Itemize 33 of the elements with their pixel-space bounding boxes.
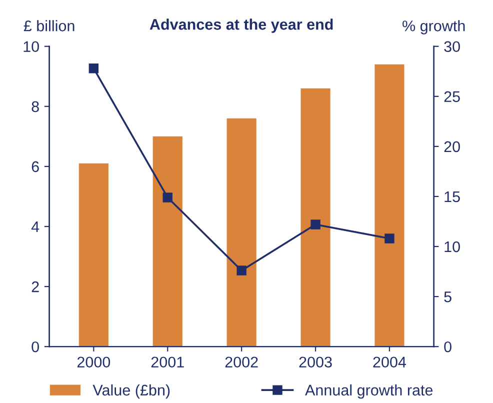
y2-tick-label: 15 <box>444 191 460 202</box>
point <box>162 192 172 202</box>
bar <box>226 118 256 347</box>
x-tick-label: 2004 <box>373 356 406 368</box>
y2-tick-label: 25 <box>444 91 460 102</box>
y-tick-label: 6 <box>32 161 39 172</box>
x-tick-label: 2000 <box>77 356 110 368</box>
point <box>310 220 320 230</box>
y-tick-label: 8 <box>32 101 39 112</box>
y2-tick-label: 5 <box>444 292 452 302</box>
bar <box>300 88 330 347</box>
bar <box>152 136 182 347</box>
y2-tick-label: 20 <box>444 141 460 152</box>
point <box>384 234 394 244</box>
y2-axis-title: % growth <box>402 20 465 34</box>
y-axis-title: £ billion <box>24 20 74 32</box>
chart-title: Advances at the year end <box>150 18 333 33</box>
x-tick-label: 2003 <box>299 356 332 368</box>
bar <box>78 163 108 347</box>
y-tick-label: 2 <box>32 281 39 292</box>
x-tick-label: 2001 <box>151 356 184 368</box>
legend-label: Value (£bn) <box>92 384 170 399</box>
y2-tick-label: 0 <box>444 341 452 352</box>
legend-label: Annual growth rate <box>305 384 433 399</box>
y-tick-label: 10 <box>24 41 39 52</box>
x-tick-label: 2002 <box>225 356 258 368</box>
y-tick-label: 4 <box>31 222 40 232</box>
y2-tick-label: 30 <box>444 41 460 52</box>
y-tick-label: 0 <box>32 341 39 352</box>
point <box>236 266 246 276</box>
point <box>88 63 99 74</box>
bar <box>374 64 404 347</box>
y2-tick-label: 10 <box>444 241 460 252</box>
